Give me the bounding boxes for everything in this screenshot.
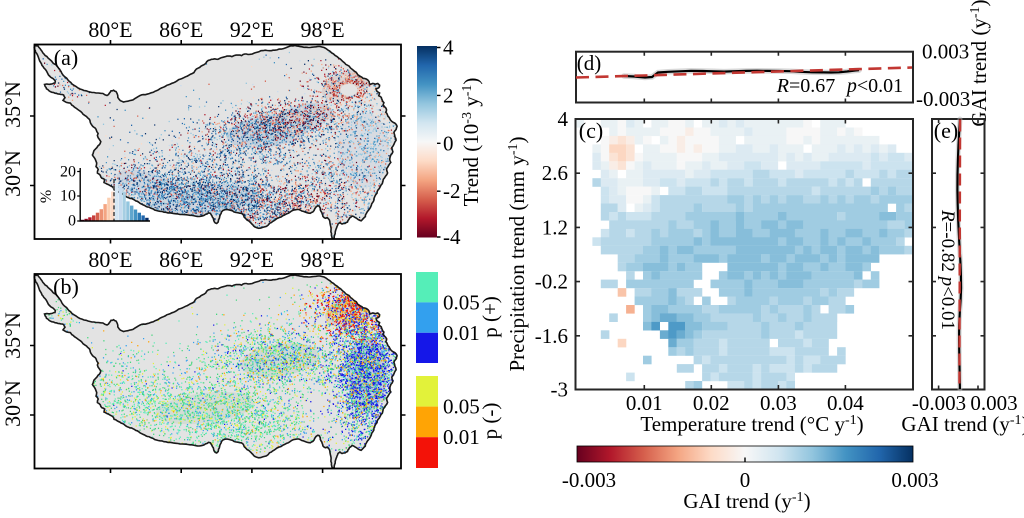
svg-text:30°N: 30°N bbox=[0, 150, 25, 197]
svg-text:-2: -2 bbox=[443, 179, 461, 203]
svg-text:-0.2: -0.2 bbox=[535, 270, 568, 294]
svg-text:GAI trend (y-1): GAI trend (y-1) bbox=[967, 0, 991, 127]
svg-text:2.6: 2.6 bbox=[542, 161, 568, 185]
svg-text:(d): (d) bbox=[577, 51, 602, 75]
svg-text:0.003: 0.003 bbox=[891, 468, 938, 492]
svg-text:0: 0 bbox=[443, 131, 454, 155]
svg-text:Temperature trend (°C y-1): Temperature trend (°C y-1) bbox=[640, 412, 863, 436]
svg-text:GAI trend (y-1): GAI trend (y-1) bbox=[901, 412, 1024, 436]
svg-text:-3: -3 bbox=[551, 378, 569, 402]
svg-text:0.05: 0.05 bbox=[443, 395, 480, 419]
svg-text:-1.6: -1.6 bbox=[535, 324, 568, 348]
svg-text:-0.003: -0.003 bbox=[562, 468, 616, 492]
svg-text:0.003: 0.003 bbox=[922, 40, 969, 64]
svg-text:Trend (10-3 y-1): Trend (10-3 y-1) bbox=[459, 78, 483, 207]
svg-text:0.01: 0.01 bbox=[626, 391, 663, 415]
svg-text:80°E: 80°E bbox=[88, 17, 132, 42]
svg-text:4: 4 bbox=[558, 107, 569, 131]
svg-text:R=-0.82 p<0.01: R=-0.82 p<0.01 bbox=[937, 209, 958, 330]
svg-text:(a): (a) bbox=[54, 45, 78, 70]
svg-text:0.003: 0.003 bbox=[970, 391, 1017, 415]
svg-text:(e): (e) bbox=[934, 118, 958, 143]
svg-text:1.2: 1.2 bbox=[542, 215, 568, 239]
svg-text:p (+): p (+) bbox=[478, 296, 502, 338]
svg-text:0: 0 bbox=[68, 213, 76, 230]
svg-text:p (-): p (-) bbox=[478, 403, 502, 440]
svg-text:p<0.01: p<0.01 bbox=[845, 75, 903, 97]
svg-text:35°N: 35°N bbox=[0, 81, 25, 128]
svg-text:0.01: 0.01 bbox=[443, 321, 480, 345]
svg-text:35°N: 35°N bbox=[0, 312, 25, 359]
svg-text:0.04: 0.04 bbox=[827, 391, 864, 415]
svg-text:0: 0 bbox=[740, 468, 751, 492]
svg-text:0.05: 0.05 bbox=[443, 290, 480, 314]
svg-text:80°E: 80°E bbox=[88, 247, 132, 272]
svg-text:20: 20 bbox=[60, 164, 76, 181]
svg-text:0.02: 0.02 bbox=[693, 391, 730, 415]
svg-text:86°E: 86°E bbox=[159, 247, 203, 272]
svg-text:%: % bbox=[38, 190, 55, 203]
svg-text:98°E: 98°E bbox=[300, 17, 344, 42]
svg-text:(b): (b) bbox=[53, 274, 79, 299]
svg-text:-0.003: -0.003 bbox=[916, 87, 970, 111]
svg-text:2: 2 bbox=[443, 83, 454, 107]
svg-text:92°E: 92°E bbox=[230, 17, 274, 42]
svg-text:98°E: 98°E bbox=[300, 247, 344, 272]
svg-text:4: 4 bbox=[443, 36, 454, 60]
svg-text:92°E: 92°E bbox=[230, 247, 274, 272]
svg-text:-4: -4 bbox=[443, 225, 461, 249]
svg-text:GAI trend (y-1): GAI trend (y-1) bbox=[683, 489, 810, 513]
svg-text:(c): (c) bbox=[579, 118, 603, 143]
svg-text:-0.003: -0.003 bbox=[912, 391, 966, 415]
svg-text:0.01: 0.01 bbox=[443, 425, 480, 449]
svg-text:Precipitation trend (mm y-1): Precipitation trend (mm y-1) bbox=[505, 136, 529, 371]
svg-text:10: 10 bbox=[60, 188, 76, 205]
svg-text:86°E: 86°E bbox=[159, 17, 203, 42]
svg-text:30°N: 30°N bbox=[0, 380, 25, 427]
svg-text:0.03: 0.03 bbox=[760, 391, 797, 415]
svg-text:R=0.67: R=0.67 bbox=[776, 75, 836, 97]
